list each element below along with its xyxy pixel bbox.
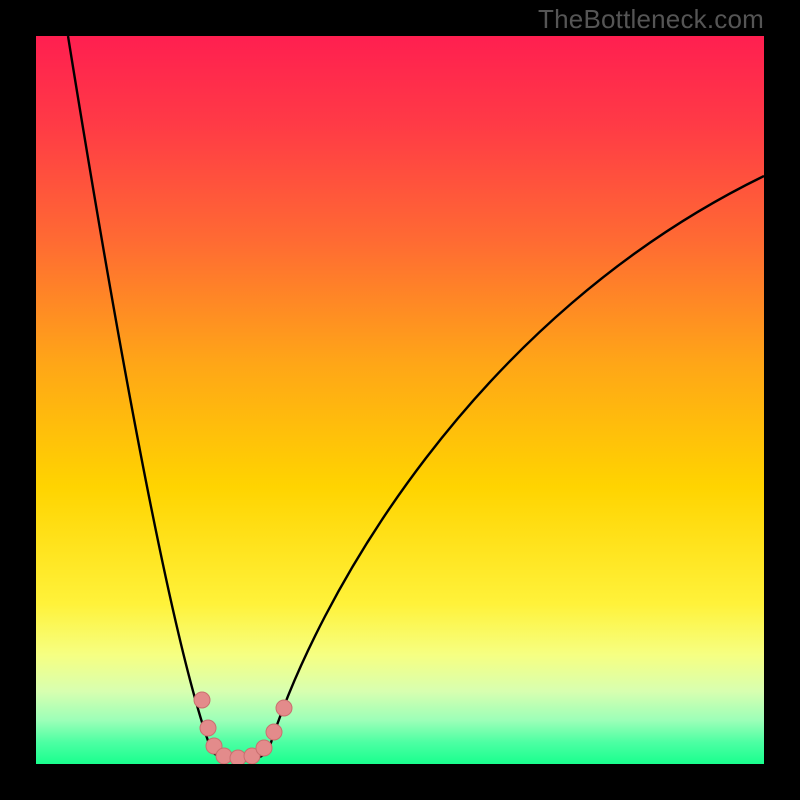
bottleneck-curve xyxy=(36,36,764,764)
marker-dot xyxy=(256,740,272,756)
plot-area xyxy=(36,36,764,764)
watermark-text: TheBottleneck.com xyxy=(538,4,764,35)
marker-dot xyxy=(276,700,292,716)
marker-dot xyxy=(194,692,210,708)
curve-path xyxy=(68,36,764,761)
marker-dot xyxy=(216,748,232,764)
marker-dot xyxy=(200,720,216,736)
marker-dot xyxy=(266,724,282,740)
